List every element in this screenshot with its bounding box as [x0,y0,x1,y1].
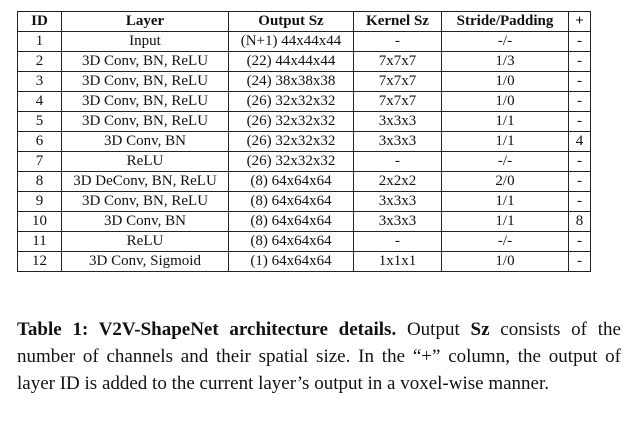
cell-id: 9 [17,191,62,212]
cell-layer: 3D Conv, BN [61,131,229,152]
table-row: 7 ReLU (26) 32x32x32- -/- - [17,151,591,172]
table-row: 12 3D Conv, Sigmoid (1) 64x64x64 1x1x1 1/0- [17,251,591,272]
cell-plus: - [568,31,591,52]
table-body: 1 Input (N+1) 44x44x44- -/- -2 3D Conv, BN, R… [17,31,591,272]
cell-stride-padding: 1/1 [441,191,569,212]
cell-id: 10 [17,211,62,232]
table-row: 10 3D Conv, BN (8) 64x64x64 3x3x3 1/1 8 [17,211,591,232]
cell-output-size: (N+1) 44x44x44 [228,31,354,52]
caption-text-before: Output [396,319,471,340]
cell-output-size: (8) 64x64x64 [228,231,354,252]
cell-id: 12 [17,251,62,272]
cell-plus: - [568,251,591,272]
cell-output-size: (8) 64x64x64 [228,171,354,192]
cell-stride-padding: 1/0 [441,251,569,272]
cell-kernel-size: 3x3x3 [353,131,442,152]
cell-output-size: (24) 38x38x38 [228,71,354,92]
cell-layer: Input [61,31,229,52]
cell-kernel-size: - [353,151,442,172]
cell-layer: 3D Conv, BN, ReLU [61,51,229,72]
cell-kernel-size: 7x7x7 [353,51,442,72]
cell-layer: 3D Conv, BN, ReLU [61,191,229,212]
table-row: 9 3D Conv, BN, ReLU (8) 64x64x64 3x3x3 1/1- [17,191,591,212]
cell-kernel-size: 1x1x1 [353,251,442,272]
cell-layer: 3D Conv, BN [61,211,229,232]
caption-bold-word: Sz [470,319,490,340]
cell-plus: - [568,111,591,132]
cell-output-size: (26) 32x32x32 [228,151,354,172]
cell-stride-padding: 1/1 [441,211,569,232]
cell-plus: - [568,91,591,112]
caption-text-after: consists of the number of channels and t… [17,319,621,394]
cell-kernel-size: - [353,231,442,252]
cell-kernel-size: 2x2x2 [353,171,442,192]
cell-kernel-size: 3x3x3 [353,211,442,232]
cell-plus: - [568,171,591,192]
cell-layer: 3D Conv, BN, ReLU [61,71,229,92]
caption-label: Table 1: V2V-ShapeNet architecture detai… [17,319,397,340]
header-output-size: Output Sz [228,11,354,32]
cell-stride-padding: 1/0 [441,91,569,112]
table-row: 2 3D Conv, BN, ReLU (22) 44x44x44 7x7x7 1/3- [17,51,591,72]
cell-plus: 4 [568,131,591,152]
cell-plus: - [568,71,591,92]
cell-layer: 3D Conv, BN, ReLU [61,111,229,132]
cell-id: 3 [17,71,62,92]
cell-plus: - [568,231,591,252]
cell-layer: 3D Conv, BN, ReLU [61,91,229,112]
cell-kernel-size: - [353,31,442,52]
cell-stride-padding: -/- [441,151,569,172]
cell-id: 6 [17,131,62,152]
cell-kernel-size: 7x7x7 [353,71,442,92]
cell-id: 7 [17,151,62,172]
cell-id: 4 [17,91,62,112]
header-stride-padding: Stride/Padding [441,11,569,32]
table-caption: Table 1: V2V-ShapeNet architecture detai… [17,316,621,397]
cell-id: 5 [17,111,62,132]
table-row: 4 3D Conv, BN, ReLU (26) 32x32x32 7x7x7 1/0- [17,91,591,112]
cell-plus: - [568,51,591,72]
cell-id: 2 [17,51,62,72]
cell-id: 8 [17,171,62,192]
cell-stride-padding: 1/1 [441,111,569,132]
cell-plus: - [568,191,591,212]
table-row: 3 3D Conv, BN, ReLU (24) 38x38x38 7x7x7 1/0- [17,71,591,92]
cell-stride-padding: 1/3 [441,51,569,72]
architecture-table-container: ID Layer Output Sz Kernel Sz Stride/Padd… [17,11,591,272]
cell-stride-padding: -/- [441,231,569,252]
cell-output-size: (22) 44x44x44 [228,51,354,72]
architecture-table: ID Layer Output Sz Kernel Sz Stride/Padd… [17,11,591,272]
cell-kernel-size: 7x7x7 [353,91,442,112]
cell-plus: 8 [568,211,591,232]
cell-output-size: (26) 32x32x32 [228,131,354,152]
cell-layer: ReLU [61,151,229,172]
cell-output-size: (1) 64x64x64 [228,251,354,272]
table-row: 6 3D Conv, BN (26) 32x32x32 3x3x3 1/1 4 [17,131,591,152]
cell-kernel-size: 3x3x3 [353,191,442,212]
table-row: 8 3D DeConv, BN, ReLU (8) 64x64x64 2x2x2 2/0… [17,171,591,192]
cell-layer: 3D Conv, Sigmoid [61,251,229,272]
cell-output-size: (26) 32x32x32 [228,91,354,112]
cell-layer: 3D DeConv, BN, ReLU [61,171,229,192]
cell-stride-padding: 1/1 [441,131,569,152]
cell-output-size: (26) 32x32x32 [228,111,354,132]
cell-plus: - [568,151,591,172]
cell-kernel-size: 3x3x3 [353,111,442,132]
cell-stride-padding: -/- [441,31,569,52]
table-header-row: ID Layer Output Sz Kernel Sz Stride/Padd… [17,11,591,32]
header-id: ID [17,11,62,32]
cell-output-size: (8) 64x64x64 [228,211,354,232]
table-row: 5 3D Conv, BN, ReLU (26) 32x32x32 3x3x3 1/1- [17,111,591,132]
cell-stride-padding: 1/0 [441,71,569,92]
header-plus: + [568,11,591,32]
cell-stride-padding: 2/0 [441,171,569,192]
header-kernel-size: Kernel Sz [353,11,442,32]
header-layer: Layer [61,11,229,32]
cell-id: 11 [17,231,62,252]
table-row: 11 ReLU (8) 64x64x64- -/- - [17,231,591,252]
cell-output-size: (8) 64x64x64 [228,191,354,212]
cell-id: 1 [17,31,62,52]
table-row: 1 Input (N+1) 44x44x44- -/- - [17,31,591,52]
cell-layer: ReLU [61,231,229,252]
